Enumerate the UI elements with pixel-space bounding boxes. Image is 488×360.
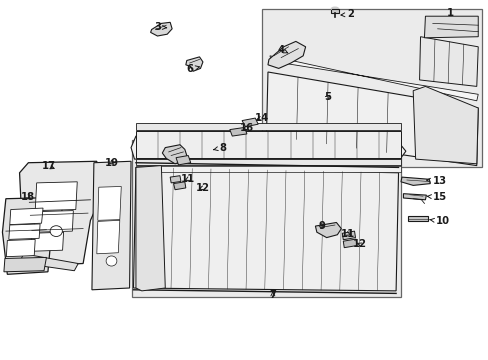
Polygon shape xyxy=(266,72,477,166)
Polygon shape xyxy=(267,41,305,68)
Polygon shape xyxy=(6,239,35,257)
Text: 15: 15 xyxy=(427,192,446,202)
Text: 5: 5 xyxy=(324,92,330,102)
Text: 17: 17 xyxy=(42,161,56,171)
Text: 12: 12 xyxy=(352,239,366,249)
Polygon shape xyxy=(20,161,97,266)
FancyBboxPatch shape xyxy=(132,140,400,297)
Polygon shape xyxy=(136,166,165,291)
Polygon shape xyxy=(131,136,405,159)
Polygon shape xyxy=(2,197,62,274)
Polygon shape xyxy=(176,156,190,165)
Polygon shape xyxy=(185,57,203,71)
Text: 2: 2 xyxy=(340,9,354,19)
Polygon shape xyxy=(173,182,185,190)
Polygon shape xyxy=(136,131,400,158)
FancyBboxPatch shape xyxy=(261,9,481,167)
Text: 13: 13 xyxy=(426,176,446,186)
Text: 12: 12 xyxy=(196,183,209,193)
Text: 11: 11 xyxy=(181,174,195,184)
Polygon shape xyxy=(242,118,258,127)
Polygon shape xyxy=(34,211,73,232)
Polygon shape xyxy=(31,232,63,251)
Polygon shape xyxy=(136,123,400,130)
Polygon shape xyxy=(35,182,77,211)
Text: 3: 3 xyxy=(154,22,166,32)
Polygon shape xyxy=(98,186,121,220)
Text: 16: 16 xyxy=(240,123,253,133)
Polygon shape xyxy=(269,56,477,101)
Polygon shape xyxy=(97,220,120,254)
Polygon shape xyxy=(419,37,477,86)
Polygon shape xyxy=(170,176,181,183)
Text: 8: 8 xyxy=(213,143,225,153)
Text: 11: 11 xyxy=(340,229,355,239)
Text: 14: 14 xyxy=(254,113,268,123)
Polygon shape xyxy=(10,208,43,225)
Polygon shape xyxy=(403,194,426,200)
Polygon shape xyxy=(229,127,246,136)
Polygon shape xyxy=(136,166,400,172)
Polygon shape xyxy=(342,231,355,240)
Polygon shape xyxy=(136,159,400,165)
Polygon shape xyxy=(9,224,40,239)
Polygon shape xyxy=(424,16,477,38)
Text: 19: 19 xyxy=(104,158,118,168)
Polygon shape xyxy=(4,257,46,272)
Text: 6: 6 xyxy=(186,64,199,74)
Polygon shape xyxy=(407,216,427,221)
Ellipse shape xyxy=(106,256,117,266)
Polygon shape xyxy=(330,9,338,13)
Polygon shape xyxy=(412,86,477,164)
Polygon shape xyxy=(133,167,398,291)
Polygon shape xyxy=(150,22,172,36)
Polygon shape xyxy=(92,161,131,290)
Text: 10: 10 xyxy=(429,216,448,226)
Text: 4: 4 xyxy=(277,45,287,55)
Ellipse shape xyxy=(331,7,338,10)
Polygon shape xyxy=(315,222,341,238)
Text: 1: 1 xyxy=(446,8,452,18)
Ellipse shape xyxy=(50,226,62,237)
Polygon shape xyxy=(343,239,356,248)
Polygon shape xyxy=(20,254,78,271)
Text: 9: 9 xyxy=(318,221,325,231)
Polygon shape xyxy=(400,177,429,185)
Text: 7: 7 xyxy=(269,290,276,300)
Polygon shape xyxy=(162,145,186,164)
Text: 18: 18 xyxy=(21,192,35,202)
